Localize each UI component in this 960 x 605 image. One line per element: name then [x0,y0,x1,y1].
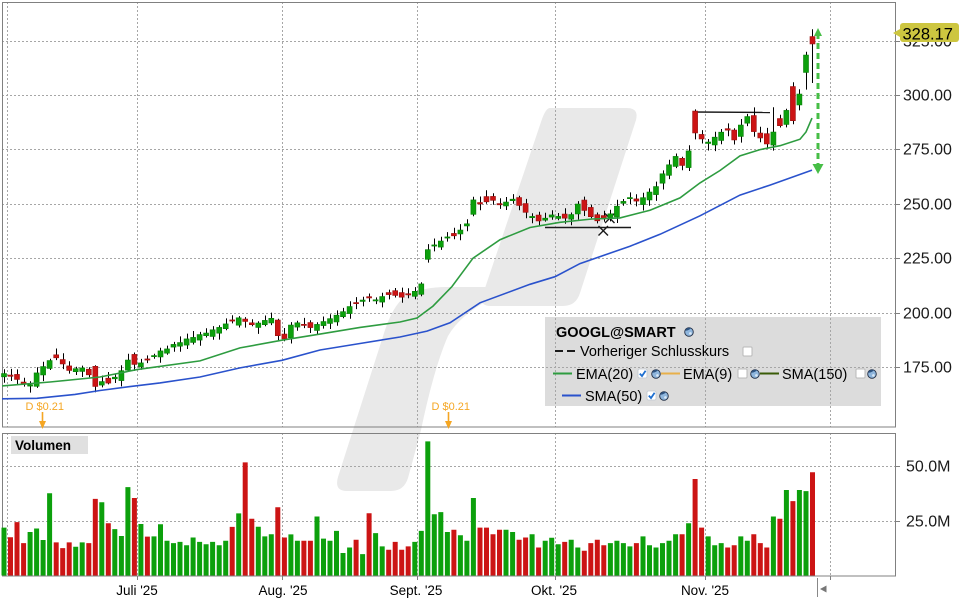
svg-text:25.0M: 25.0M [906,514,950,531]
svg-text:Volumen: Volumen [15,438,71,453]
svg-text:GOOGL@SMART: GOOGL@SMART [556,325,676,341]
svg-text:50.0M: 50.0M [906,459,950,476]
svg-text:Okt. '25: Okt. '25 [531,583,577,598]
svg-text:250.00: 250.00 [903,197,952,214]
svg-text:Juli '25: Juli '25 [116,583,158,598]
svg-text:200.00: 200.00 [903,306,952,323]
svg-text:Aug. '25: Aug. '25 [258,583,307,598]
svg-text:Nov. '25: Nov. '25 [681,583,729,598]
svg-text:275.00: 275.00 [903,142,952,159]
svg-text:300.00: 300.00 [903,88,952,105]
svg-text:Sept. '25: Sept. '25 [390,583,443,598]
svg-text:EMA(9): EMA(9) [683,367,732,383]
svg-text:225.00: 225.00 [903,251,952,268]
svg-text:D $0.21: D $0.21 [432,401,471,413]
svg-text:SMA(50): SMA(50) [585,389,642,405]
svg-text:EMA(20): EMA(20) [576,367,633,383]
svg-text:D $0.21: D $0.21 [26,401,65,413]
svg-text:Vorheriger Schlusskurs: Vorheriger Schlusskurs [580,344,729,360]
svg-text:SMA(150): SMA(150) [782,367,847,383]
svg-text:328.17: 328.17 [903,26,953,44]
svg-text:175.00: 175.00 [903,360,952,377]
